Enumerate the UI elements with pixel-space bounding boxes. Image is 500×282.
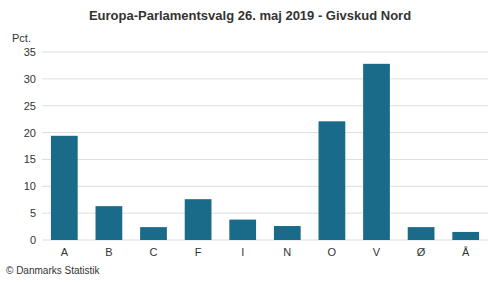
y-tick-label: 15 <box>24 153 36 165</box>
bar <box>274 226 301 240</box>
y-tick-label: 35 <box>24 46 36 58</box>
grid-line <box>42 78 488 79</box>
x-tick-label: B <box>105 246 112 258</box>
footer: © Danmarks Statistik <box>6 265 101 276</box>
y-tick-label: 30 <box>24 73 36 85</box>
grid-line <box>42 105 488 106</box>
x-tick-label: I <box>241 246 244 258</box>
y-axis-label: Pct. <box>12 32 31 44</box>
x-tick-label: V <box>373 246 381 258</box>
bar <box>96 206 123 240</box>
x-tick-label: C <box>150 246 158 258</box>
bar <box>408 227 435 240</box>
bar <box>319 121 346 240</box>
bar <box>452 232 479 240</box>
bar <box>229 220 256 240</box>
chart-container: Europa-Parlamentsvalg 26. maj 2019 - Giv… <box>0 0 500 282</box>
x-tick-label: F <box>195 246 202 258</box>
bars <box>51 64 479 240</box>
x-tick-label: Å <box>462 246 470 258</box>
bar <box>363 64 390 240</box>
grid-line <box>42 52 488 53</box>
bar <box>51 136 78 240</box>
y-tick-label: 25 <box>24 100 36 112</box>
x-tick-label: N <box>283 246 291 258</box>
grid-line <box>42 132 488 133</box>
x-tick-label: A <box>61 246 69 258</box>
y-tick-label: 10 <box>24 180 36 192</box>
grid-line <box>42 159 488 160</box>
bar <box>140 227 167 240</box>
y-tick-label: 0 <box>30 234 36 246</box>
chart-svg: Europa-Parlamentsvalg 26. maj 2019 - Giv… <box>0 0 500 282</box>
grid <box>42 52 488 240</box>
title: Europa-Parlamentsvalg 26. maj 2019 - Giv… <box>89 8 411 23</box>
x-tick-label: Ø <box>417 246 426 258</box>
grid-line <box>42 186 488 187</box>
y-tick-label: 20 <box>24 127 36 139</box>
x-tick-label: O <box>328 246 337 258</box>
y-tick-label: 5 <box>30 207 36 219</box>
bar <box>185 199 212 240</box>
